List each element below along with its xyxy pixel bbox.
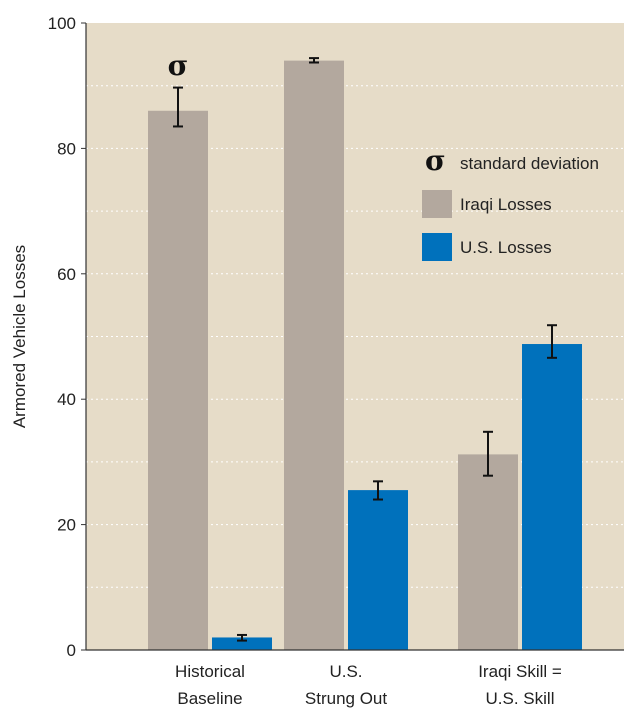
bar-iraqi-2 bbox=[458, 454, 518, 650]
x-category-label: Historical bbox=[175, 662, 245, 681]
error-bar bbox=[483, 430, 493, 477]
y-tick-label: 0 bbox=[67, 641, 76, 660]
legend-sigma-symbol: σ bbox=[425, 144, 446, 177]
bar-us-2 bbox=[522, 344, 582, 650]
legend-label-us: U.S. Losses bbox=[460, 238, 552, 257]
bar-us-0 bbox=[212, 637, 272, 650]
bar-iraqi-1 bbox=[284, 60, 344, 651]
x-category-label: Strung Out bbox=[305, 689, 387, 708]
y-tick-label: 80 bbox=[57, 139, 76, 158]
axes bbox=[85, 23, 624, 651]
y-tick-label: 60 bbox=[57, 265, 76, 284]
bar-us-1 bbox=[348, 490, 408, 650]
legend-label-iraqi: Iraqi Losses bbox=[460, 195, 552, 214]
y-tick-label: 40 bbox=[57, 390, 76, 409]
bars bbox=[148, 60, 582, 651]
x-category-label: U.S. bbox=[329, 662, 362, 681]
legend: σ standard deviation Iraqi Losses U.S. L… bbox=[422, 144, 599, 261]
error-bar bbox=[547, 324, 557, 359]
bar-iraqi-0 bbox=[148, 110, 208, 650]
x-category-label: Baseline bbox=[177, 689, 242, 708]
y-axis-title: Armored Vehicle Losses bbox=[10, 245, 29, 428]
y-tick-label: 100 bbox=[48, 14, 76, 33]
x-category-label: Iraqi Skill = bbox=[478, 662, 562, 681]
sigma-annotation: σ bbox=[168, 49, 189, 82]
error-bar bbox=[309, 57, 319, 64]
error-bars bbox=[173, 57, 557, 642]
x-category-label: U.S. Skill bbox=[486, 689, 555, 708]
legend-swatch-iraqi bbox=[422, 190, 452, 218]
y-tick-labels: 0 20 40 60 80 100 bbox=[48, 14, 86, 660]
error-bar bbox=[373, 480, 383, 501]
x-category-labels: Historical Baseline U.S. Strung Out Iraqi Sk… bbox=[175, 662, 562, 708]
legend-sigma-label: standard deviation bbox=[460, 154, 599, 173]
y-tick-label: 20 bbox=[57, 516, 76, 535]
error-bar bbox=[173, 86, 183, 128]
legend-swatch-us bbox=[422, 233, 452, 261]
error-bar bbox=[237, 633, 247, 642]
